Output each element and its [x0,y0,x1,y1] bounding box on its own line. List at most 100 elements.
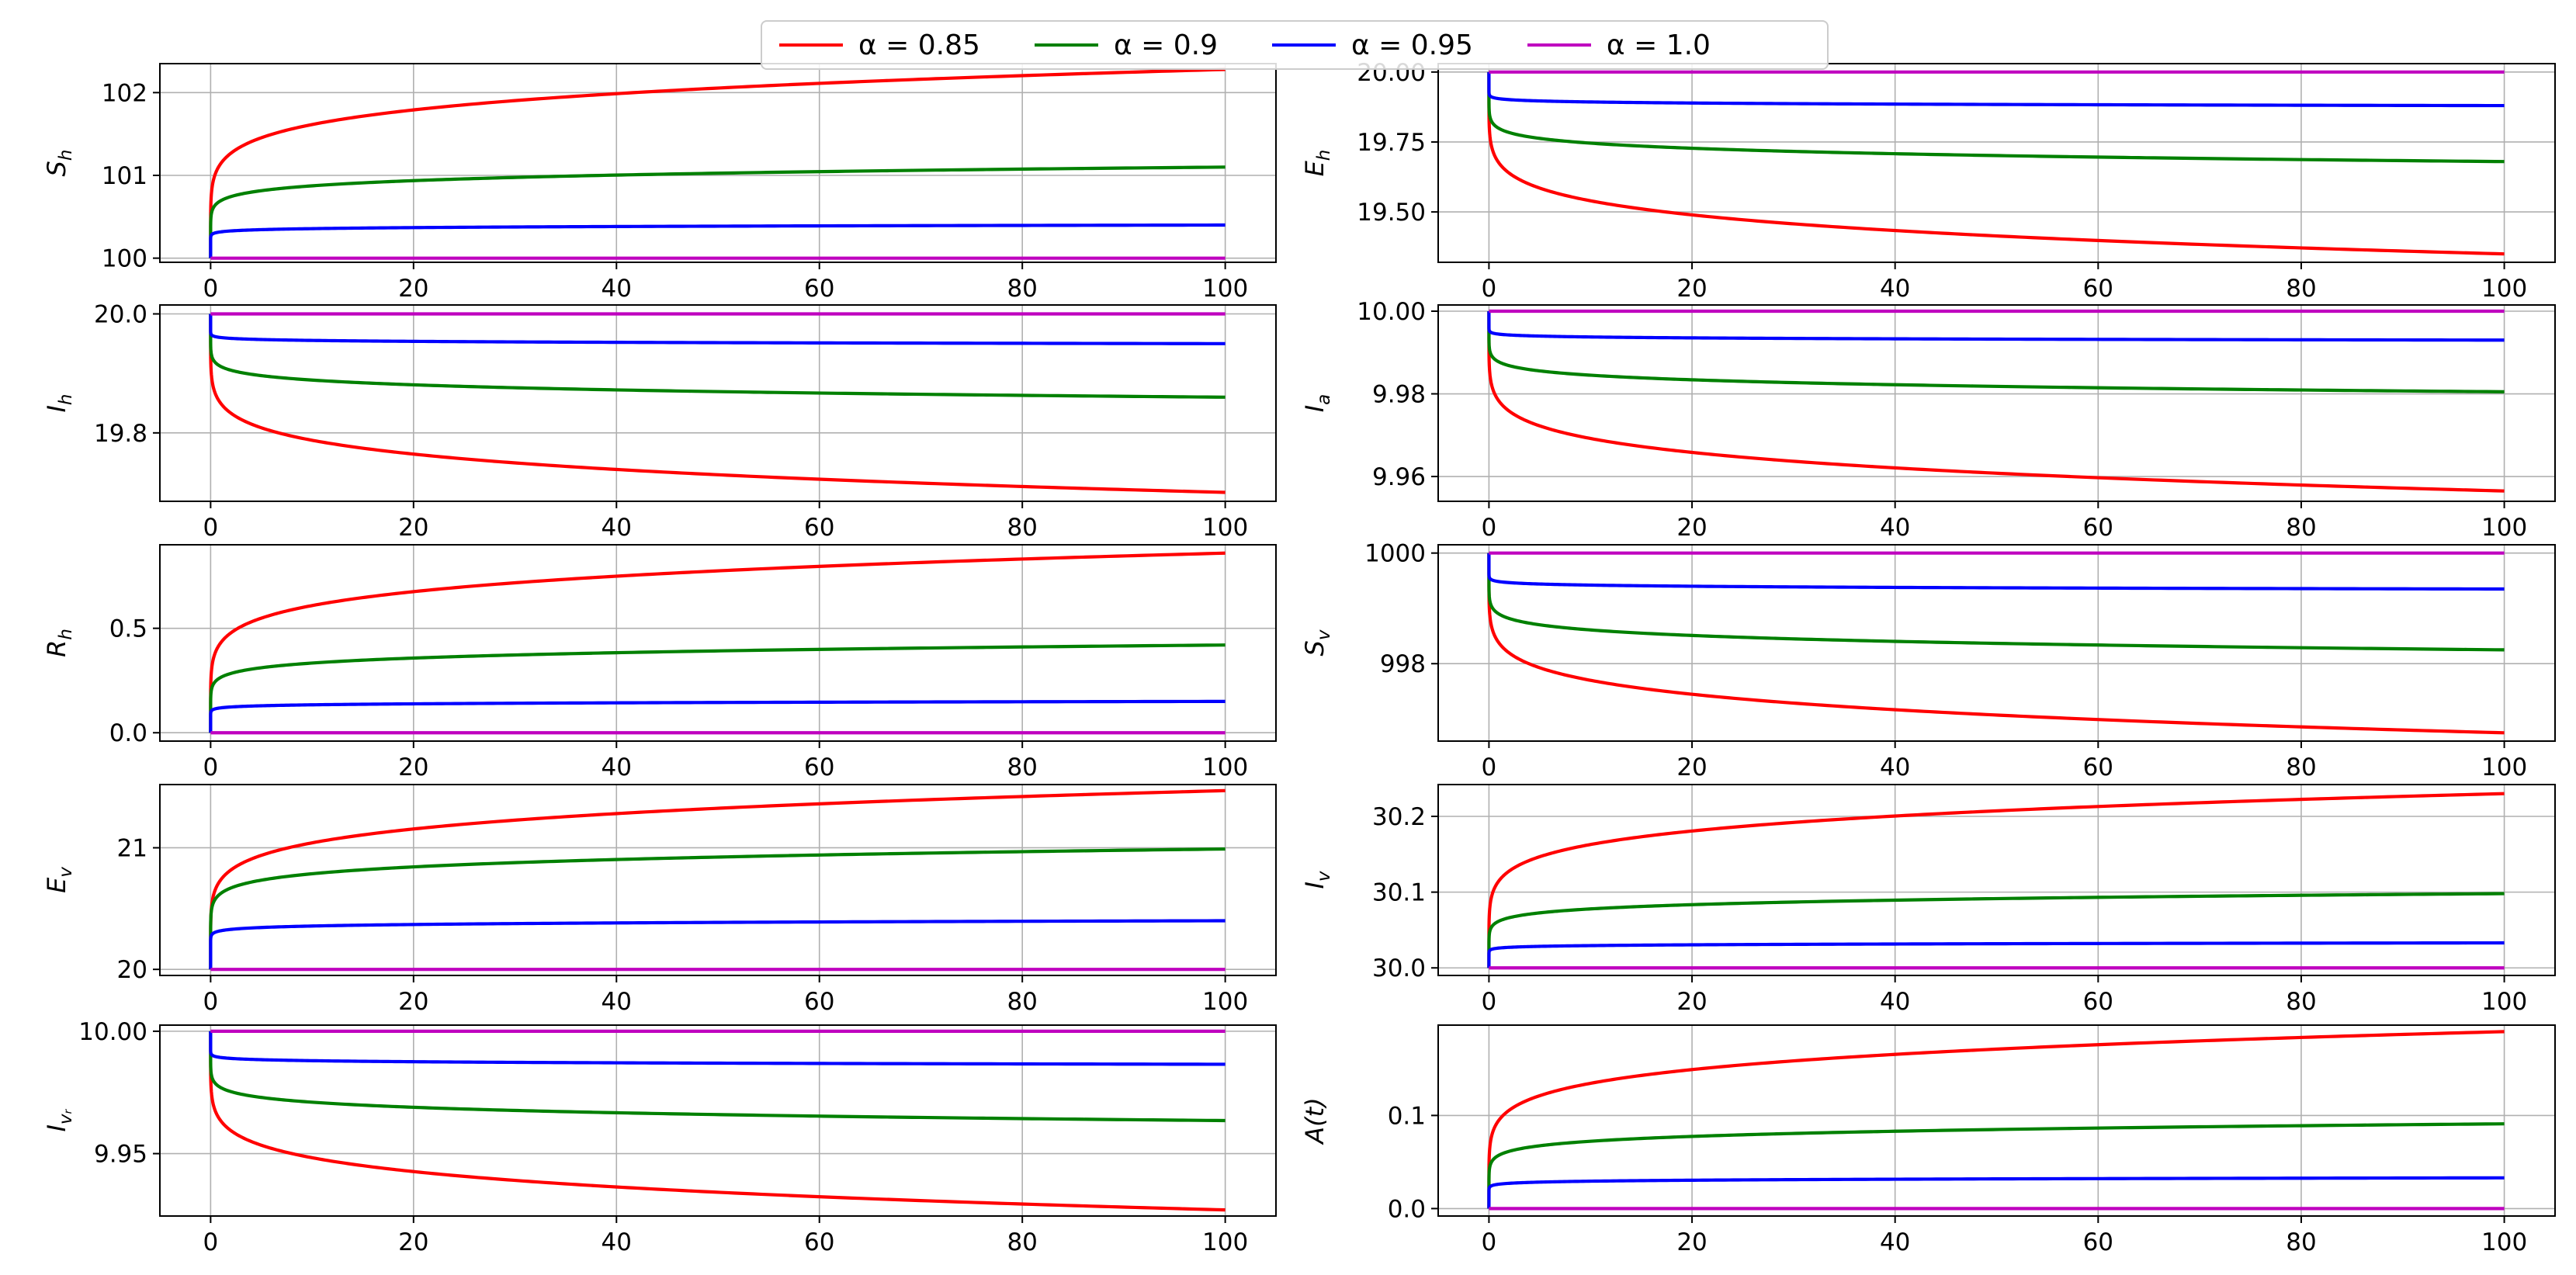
x-tick-label: 20 [1676,275,1707,303]
x-tick-label: 60 [2083,754,2113,781]
x-tick-label: 40 [602,754,632,781]
x-tick-label: 60 [2083,275,2113,303]
series-line-0.95 [1487,941,2505,968]
x-tick-label: 20 [398,514,428,542]
y-tick-label: 102 [102,79,147,107]
legend-line-swatch [1034,43,1098,47]
axes-frame [1437,784,2556,976]
x-tick-label: 60 [804,754,834,781]
y-tick-label: 0.0 [109,719,147,747]
x-tick-label: 80 [1007,988,1037,1016]
x-tick-label: 20 [398,754,428,781]
x-tick-label: 40 [1880,275,1910,303]
subplot-6: 0 20 40 60 80 100 20 21 Ev [42,784,1277,1016]
series-line-0.95 [1487,71,2505,108]
series-line-0.85 [1487,310,2505,493]
subplot-7: 0 20 40 60 80 100 30.0 30.1 30.2 Iv [1300,784,2556,1016]
series-line-0.95 [209,223,1226,258]
series-line-0.85 [209,551,1226,733]
x-tick-label: 40 [602,514,632,542]
y-tick-label: 100 [102,245,147,273]
x-tick-label: 0 [203,1228,218,1256]
axes-frame [159,1024,1277,1217]
legend-label: α = 0.85 [858,29,980,61]
x-tick-label: 0 [203,988,218,1016]
subplot-8: 0 20 40 60 80 100 9.95 10.00 Ivᵣ [42,1018,1277,1256]
y-tick-label: 9.98 [1372,381,1426,409]
series-line-0.9 [209,847,1226,970]
axes-frame [159,304,1277,502]
x-tick-label: 80 [1007,754,1037,781]
x-tick-label: 80 [2286,514,2316,542]
x-tick-label: 40 [1880,514,1910,542]
y-tick-label: 1000 [1364,540,1426,568]
x-tick-label: 100 [2481,1228,2527,1256]
series-line-0.95 [209,1031,1226,1066]
series-line-0.85 [1487,553,2505,735]
axes-frame [1437,63,2556,263]
series-line-0.9 [1487,892,2505,968]
y-axis-label: Sv [1300,629,1334,656]
x-tick-label: 0 [1482,275,1497,303]
x-tick-label: 0 [1482,754,1497,781]
y-tick-label: 0.1 [1388,1102,1426,1130]
legend-item: α = 0.9 [1034,29,1218,61]
subplot-5: 0 20 40 60 80 100 998 1000 Sv [1300,540,2556,781]
x-tick-label: 80 [2286,1228,2316,1256]
legend-label: α = 0.95 [1350,29,1473,61]
x-tick-label: 0 [1482,1228,1497,1256]
y-tick-label: 10.00 [1357,298,1426,326]
x-tick-label: 100 [2481,754,2527,781]
subplot-4: 0 20 40 60 80 100 0.0 0.5 Rh [42,544,1277,781]
series-line-0.85 [209,788,1226,970]
series-line-0.9 [1487,553,2505,652]
x-tick-label: 100 [1202,754,1248,781]
x-tick-label: 40 [602,1228,632,1256]
axes-frame [1437,304,2556,502]
series-line-0.95 [1487,1176,2505,1209]
y-axis-label: Iv [1300,871,1334,889]
subplot-2: 0 20 40 60 80 100 19.8 20.0 Ih [42,301,1277,542]
y-tick-label: 0.5 [109,615,147,643]
x-tick-label: 100 [2481,275,2527,303]
series-line-0.9 [209,314,1226,399]
y-axis-label: Ih [42,393,76,412]
legend-item: α = 1.0 [1527,29,1711,61]
y-tick-label: 0.0 [1388,1195,1426,1223]
x-tick-label: 20 [1676,988,1707,1016]
x-tick-label: 100 [1202,514,1248,542]
axes-frame [159,544,1277,742]
x-tick-label: 60 [2083,988,2113,1016]
series-line-0.95 [1487,310,2505,342]
y-tick-label: 20.0 [94,301,147,329]
series-line-0.85 [209,1031,1226,1212]
x-tick-label: 0 [1482,514,1497,542]
axes-frame [159,784,1277,976]
x-tick-label: 0 [1482,988,1497,1016]
axes-frame [1437,544,2556,742]
series-line-0.95 [209,314,1226,345]
x-tick-label: 20 [398,275,428,303]
y-tick-label: 19.75 [1357,129,1426,157]
y-axis-label: Eh [1300,150,1334,177]
x-tick-label: 40 [602,275,632,303]
x-tick-label: 20 [398,1228,428,1256]
x-tick-label: 20 [398,988,428,1016]
x-tick-label: 40 [1880,988,1910,1016]
x-tick-label: 20 [1676,1228,1707,1256]
y-axis-label: Ia [1300,394,1334,413]
series-line-0.85 [209,314,1226,494]
x-tick-label: 60 [804,1228,834,1256]
y-axis-label: Ev [42,867,76,893]
x-tick-label: 20 [1676,754,1707,781]
x-tick-label: 100 [1202,275,1248,303]
x-tick-label: 0 [203,514,218,542]
x-tick-label: 60 [804,514,834,542]
series-line-0.95 [209,919,1226,970]
series-line-0.9 [209,165,1226,258]
y-tick-label: 9.95 [94,1141,147,1169]
y-tick-label: 10.00 [78,1018,147,1046]
series-line-0.9 [1487,310,2505,393]
